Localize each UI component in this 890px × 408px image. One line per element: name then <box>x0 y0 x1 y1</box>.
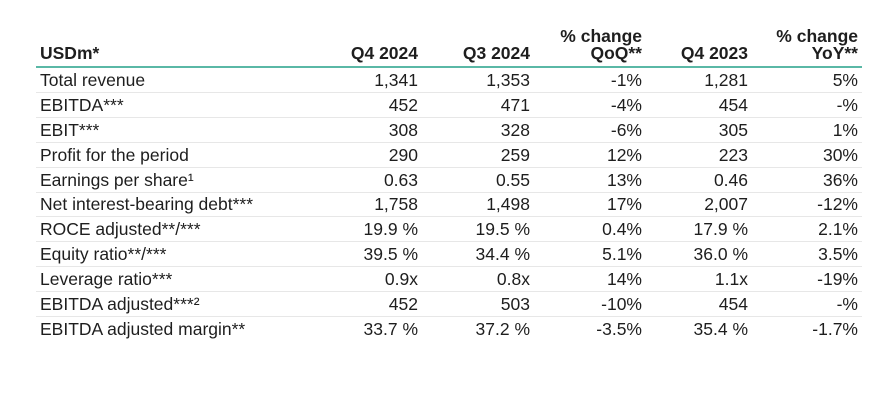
cell-q4-2024: 0.63 <box>322 167 422 193</box>
table-row: ROCE adjusted**/*** 19.9 % 19.5 % 0.4% 1… <box>36 216 862 242</box>
row-label: EBITDA*** <box>36 92 322 118</box>
cell-q4-2023: 2,007 <box>646 192 752 217</box>
cell-q3-2024: 34.4 % <box>422 241 534 267</box>
cell-q4-2024: 452 <box>322 92 422 118</box>
table-header: USDm* Q4 2024 Q3 2024 % change QoQ** Q4 … <box>36 24 862 68</box>
table-row: EBIT*** 308 328 -6% 305 1% <box>36 117 862 143</box>
cell-q3-2024: 471 <box>422 92 534 118</box>
cell-qoq: 12% <box>534 142 646 168</box>
cell-q3-2024: 37.2 % <box>475 319 530 339</box>
cell-q3-2024: 503 <box>422 291 534 317</box>
cell-qoq: -10% <box>534 291 646 317</box>
cell-q4-2023: 17.9 % <box>646 216 752 242</box>
header-yoy: % change YoY** <box>752 24 862 68</box>
cell-yoy: -1.7% <box>812 319 858 339</box>
row-label: EBIT*** <box>36 117 322 143</box>
cell-q3-2024: 0.55 <box>422 167 534 193</box>
cell-q4-2024: 308 <box>322 117 422 143</box>
row-label: Profit for the period <box>36 142 322 168</box>
cell-q3-2024: 328 <box>422 117 534 143</box>
cell-q4-2024: 0.9x <box>322 266 422 292</box>
header-qoq: % change QoQ** <box>534 24 646 68</box>
header-row: USDm* Q4 2024 Q3 2024 % change QoQ** Q4 … <box>36 24 862 68</box>
cell-yoy: -19% <box>752 266 862 292</box>
cell-q4-2024: 1,341 <box>322 67 422 93</box>
header-yoy-line2: YoY** <box>811 43 858 63</box>
cell-qoq: -6% <box>534 117 646 143</box>
cell-q4-2023: 0.46 <box>646 167 752 193</box>
cell-q4-2023: 454 <box>646 291 752 317</box>
cell-q4-2024: 19.9 % <box>322 216 422 242</box>
cell-q4-2024: 39.5 % <box>322 241 422 267</box>
header-qoq-line2: QoQ** <box>590 43 642 63</box>
table-row: Net interest-bearing debt*** 1,758 1,498… <box>36 192 862 217</box>
row-label: Earnings per share¹ <box>36 167 322 193</box>
cell-qoq: -1% <box>534 67 646 93</box>
cell-q4-2023: 35.4 % <box>693 319 748 339</box>
cell-q4-2023: 305 <box>646 117 752 143</box>
cell-yoy: 5% <box>752 67 862 93</box>
cell-yoy: -12% <box>752 192 862 217</box>
cell-qoq: -3.5% <box>596 319 642 339</box>
cell-q4-2023: 1,281 <box>646 67 752 93</box>
cell-q3-2024: 19.5 % <box>422 216 534 242</box>
cell-qoq: 13% <box>534 167 646 193</box>
cell-q4-2024: 452 <box>322 291 422 317</box>
row-label: ROCE adjusted**/*** <box>36 216 322 242</box>
cell-q4-2024: 1,758 <box>322 192 422 217</box>
header-qoq-line1: % change <box>560 26 642 46</box>
cell-yoy: 3.5% <box>752 241 862 267</box>
header-q4-2024: Q4 2024 <box>322 24 422 68</box>
cell-q4-2023: 223 <box>646 142 752 168</box>
cell-q4-2023: 1.1x <box>646 266 752 292</box>
header-yoy-line1: % change <box>776 26 858 46</box>
row-label: Leverage ratio*** <box>36 266 322 292</box>
cell-q4-2023: 454 <box>646 92 752 118</box>
cell-qoq: 5.1% <box>534 241 646 267</box>
table-row: EBITDA*** 452 471 -4% 454 -% <box>36 92 862 118</box>
cell-yoy: -% <box>752 92 862 118</box>
header-unit: USDm* <box>36 24 322 68</box>
row-label: Net interest-bearing debt*** <box>36 192 322 217</box>
table-row: Leverage ratio*** 0.9x 0.8x 14% 1.1x -19… <box>36 266 862 292</box>
table-row: EBITDA adjusted margin** 33.7 % 37.2 % -… <box>36 317 862 342</box>
cell-q4-2024: 33.7 % <box>363 319 418 339</box>
cell-qoq: 0.4% <box>534 216 646 242</box>
table-row: Profit for the period 290 259 12% 223 30… <box>36 142 862 168</box>
row-label: Equity ratio**/*** <box>36 241 322 267</box>
cell-q3-2024: 1,498 <box>422 192 534 217</box>
row-label: Total revenue <box>36 67 322 93</box>
cell-q3-2024: 259 <box>422 142 534 168</box>
cell-yoy: 1% <box>752 117 862 143</box>
cell-q3-2024: 1,353 <box>422 67 534 93</box>
row-label: EBITDA adjusted margin** <box>40 319 246 339</box>
cell-yoy: 36% <box>752 167 862 193</box>
row-label: EBITDA adjusted***² <box>36 291 322 317</box>
cell-qoq: 14% <box>534 266 646 292</box>
cell-yoy: -% <box>752 291 862 317</box>
header-q4-2023: Q4 2023 <box>646 24 752 68</box>
table-row: Equity ratio**/*** 39.5 % 34.4 % 5.1% 36… <box>36 241 862 267</box>
table-body: Total revenue 1,341 1,353 -1% 1,281 5% E… <box>36 67 862 341</box>
cell-yoy: 30% <box>752 142 862 168</box>
key-figures-table: USDm* Q4 2024 Q3 2024 % change QoQ** Q4 … <box>36 24 862 341</box>
header-q3-2024: Q3 2024 <box>422 24 534 68</box>
cell-q3-2024: 0.8x <box>422 266 534 292</box>
table-row: EBITDA adjusted***² 452 503 -10% 454 -% <box>36 291 862 317</box>
table-row: Earnings per share¹ 0.63 0.55 13% 0.46 3… <box>36 167 862 193</box>
table-row: Total revenue 1,341 1,353 -1% 1,281 5% <box>36 67 862 93</box>
cell-q4-2023: 36.0 % <box>646 241 752 267</box>
cell-qoq: 17% <box>534 192 646 217</box>
cell-q4-2024: 290 <box>322 142 422 168</box>
cell-yoy: 2.1% <box>752 216 862 242</box>
cell-qoq: -4% <box>534 92 646 118</box>
